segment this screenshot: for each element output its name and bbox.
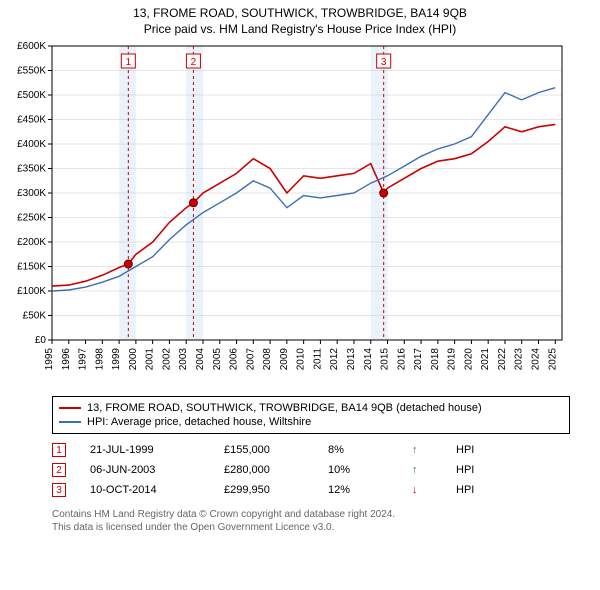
- transaction-date: 10-OCT-2014: [90, 484, 200, 496]
- transaction-date: 06-JUN-2003: [90, 464, 200, 476]
- legend-box: 13, FROME ROAD, SOUTHWICK, TROWBRIDGE, B…: [52, 396, 570, 434]
- transaction-delta: 8%: [328, 444, 388, 456]
- transaction-marker: 2: [52, 463, 66, 477]
- svg-text:£50K: £50K: [23, 311, 47, 322]
- transaction-reference: HPI: [456, 484, 474, 496]
- svg-text:£400K: £400K: [17, 139, 46, 150]
- footer-line-1: Contains HM Land Registry data © Crown c…: [52, 508, 570, 521]
- footer-attribution: Contains HM Land Registry data © Crown c…: [52, 508, 570, 534]
- svg-text:2: 2: [191, 57, 197, 68]
- transaction-price: £155,000: [224, 444, 304, 456]
- transaction-date: 21-JUL-1999: [90, 444, 200, 456]
- delta-arrow-icon: ↑: [412, 464, 432, 476]
- transaction-marker: 1: [52, 443, 66, 457]
- legend-row: HPI: Average price, detached house, Wilt…: [59, 415, 563, 429]
- svg-text:2012: 2012: [329, 348, 340, 371]
- svg-text:2002: 2002: [161, 348, 172, 371]
- svg-text:2020: 2020: [463, 348, 474, 371]
- svg-text:1995: 1995: [44, 348, 55, 371]
- transaction-delta: 10%: [328, 464, 388, 476]
- transactions-table: 1 21-JUL-1999 £155,000 8% ↑ HPI 2 06-JUN-2003 £2…: [52, 440, 570, 500]
- transaction-price: £299,950: [224, 484, 304, 496]
- delta-arrow-icon: ↑: [412, 444, 432, 456]
- svg-text:1996: 1996: [61, 348, 72, 371]
- transaction-reference: HPI: [456, 444, 474, 456]
- svg-text:1997: 1997: [78, 348, 89, 371]
- transaction-delta: 12%: [328, 484, 388, 496]
- svg-text:1998: 1998: [94, 348, 105, 371]
- svg-text:2022: 2022: [497, 348, 508, 371]
- svg-text:2007: 2007: [245, 348, 256, 371]
- page-root: 13, FROME ROAD, SOUTHWICK, TROWBRIDGE, B…: [0, 0, 600, 590]
- svg-text:£150K: £150K: [17, 262, 46, 273]
- legend-swatch: [59, 407, 81, 409]
- transaction-row: 1 21-JUL-1999 £155,000 8% ↑ HPI: [52, 440, 570, 460]
- svg-text:2016: 2016: [396, 348, 407, 371]
- svg-text:2018: 2018: [430, 348, 441, 371]
- svg-text:2014: 2014: [363, 348, 374, 371]
- transaction-marker: 3: [52, 483, 66, 497]
- svg-text:£550K: £550K: [17, 66, 46, 77]
- svg-text:£100K: £100K: [17, 286, 46, 297]
- svg-text:2008: 2008: [262, 348, 273, 371]
- svg-text:2013: 2013: [346, 348, 357, 371]
- svg-text:2005: 2005: [212, 348, 223, 371]
- svg-text:2009: 2009: [279, 348, 290, 371]
- svg-text:£250K: £250K: [17, 213, 46, 224]
- transaction-row: 3 10-OCT-2014 £299,950 12% ↓ HPI: [52, 480, 570, 500]
- transaction-price: £280,000: [224, 464, 304, 476]
- svg-text:2003: 2003: [178, 348, 189, 371]
- chart-subtitle: Price paid vs. HM Land Registry's House …: [0, 20, 600, 40]
- svg-text:2025: 2025: [547, 348, 558, 371]
- legend-label: HPI: Average price, detached house, Wilt…: [87, 416, 311, 428]
- svg-text:2004: 2004: [195, 348, 206, 371]
- chart-title: 13, FROME ROAD, SOUTHWICK, TROWBRIDGE, B…: [0, 0, 600, 20]
- svg-text:£500K: £500K: [17, 90, 46, 101]
- legend-swatch: [59, 421, 81, 423]
- svg-text:2010: 2010: [296, 348, 307, 371]
- legend-label: 13, FROME ROAD, SOUTHWICK, TROWBRIDGE, B…: [87, 402, 482, 414]
- svg-text:2021: 2021: [480, 348, 491, 371]
- svg-text:£0: £0: [35, 335, 47, 346]
- svg-text:2001: 2001: [145, 348, 156, 371]
- svg-text:2017: 2017: [413, 348, 424, 371]
- svg-text:2000: 2000: [128, 348, 139, 371]
- delta-arrow-icon: ↓: [412, 484, 432, 496]
- svg-text:£300K: £300K: [17, 188, 46, 199]
- svg-text:2011: 2011: [312, 348, 323, 370]
- line-chart-svg: £0 £50K £100K £150K £200K £250K £300K £350K £400…: [10, 40, 570, 390]
- svg-text:2024: 2024: [531, 348, 542, 371]
- svg-text:2019: 2019: [447, 348, 458, 371]
- footer-line-2: This data is licensed under the Open Gov…: [52, 521, 570, 534]
- svg-text:£350K: £350K: [17, 164, 46, 175]
- svg-text:2006: 2006: [229, 348, 240, 371]
- chart-area: £0 £50K £100K £150K £200K £250K £300K £350K £400…: [10, 40, 570, 390]
- svg-text:2015: 2015: [380, 348, 391, 371]
- svg-text:1: 1: [126, 57, 132, 68]
- svg-text:1999: 1999: [111, 348, 122, 371]
- svg-text:£600K: £600K: [17, 41, 46, 52]
- svg-text:3: 3: [381, 57, 387, 68]
- svg-text:£200K: £200K: [17, 237, 46, 248]
- transaction-reference: HPI: [456, 464, 474, 476]
- legend-row: 13, FROME ROAD, SOUTHWICK, TROWBRIDGE, B…: [59, 401, 563, 415]
- transaction-row: 2 06-JUN-2003 £280,000 10% ↑ HPI: [52, 460, 570, 480]
- svg-text:£450K: £450K: [17, 115, 46, 126]
- svg-text:2023: 2023: [514, 348, 525, 371]
